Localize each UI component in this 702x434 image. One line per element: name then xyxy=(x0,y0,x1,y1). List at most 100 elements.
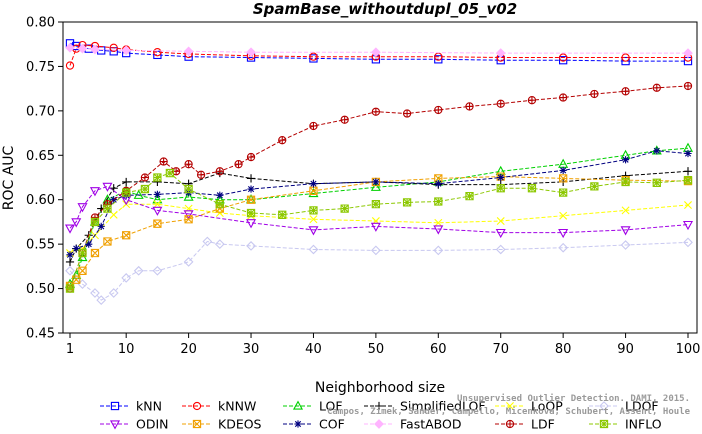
watermark-line-1: Unsupervised Outlier Detection. DAMI, 20… xyxy=(457,393,690,404)
y-tick-label: 0.45 xyxy=(26,327,55,342)
legend: kNN kNNW LOF SimplifiedLOF LoOP LDOF ODIN KDEOS… xyxy=(100,399,662,432)
data-point-inflo xyxy=(496,184,505,193)
data-point-cof xyxy=(653,147,661,155)
data-point-ldf xyxy=(683,81,693,91)
legend-label: INFLO xyxy=(625,417,662,432)
series-line-odin xyxy=(69,185,689,234)
data-point-cof xyxy=(247,185,255,193)
data-point-fastabod xyxy=(90,44,100,55)
x-tick-label: 60 xyxy=(430,342,447,357)
legend-label: LoOP xyxy=(531,399,563,414)
data-point-ldof xyxy=(558,242,569,253)
data-point-inflo xyxy=(371,200,381,209)
chart-title: SpamBase_withoutdupl_05_v02 xyxy=(253,0,517,18)
legend-entry-odin: ODIN xyxy=(100,417,169,432)
y-tick-label: 0.55 xyxy=(26,238,55,253)
watermark-line-2: Campos, Zimek, Sander, Campello, Micenko… xyxy=(327,406,691,417)
series-fastabod xyxy=(65,42,693,58)
data-point-cof xyxy=(497,173,505,182)
x-tick-label: 50 xyxy=(368,342,385,357)
data-point-cof xyxy=(684,149,692,158)
data-point-fastabod xyxy=(683,48,693,58)
data-point-ldf xyxy=(340,115,349,124)
legend-marker xyxy=(192,419,202,429)
data-point-cof xyxy=(66,251,74,259)
data-point-loop xyxy=(684,201,692,210)
data-point-odin xyxy=(71,218,82,228)
data-point-odin xyxy=(308,226,319,236)
legend-entry-knnw: kNNW xyxy=(182,399,256,414)
data-point-cof xyxy=(97,222,105,230)
legend-entry-lof: LOF xyxy=(283,399,343,414)
data-point-ldf xyxy=(434,105,443,115)
series-ldof xyxy=(65,236,693,306)
y-axis: 0.45 0.50 0.55 0.60 0.65 0.70 0.75 0.80 xyxy=(26,16,63,342)
data-point-odin xyxy=(682,220,694,231)
data-point-inflo xyxy=(309,206,318,215)
data-point-ldf xyxy=(184,160,193,169)
data-point-knn xyxy=(621,56,630,66)
data-point-knn xyxy=(559,56,568,65)
data-point-fastabod xyxy=(495,48,506,58)
data-point-inflo xyxy=(90,217,100,227)
series-line-knnw xyxy=(69,44,688,66)
data-point-ldof xyxy=(96,295,107,306)
data-point-lof xyxy=(152,194,163,204)
legend-label: COF xyxy=(319,417,345,432)
legend-entry-cof: COF xyxy=(283,417,345,432)
series-layer xyxy=(64,39,694,306)
x-tick-label: 20 xyxy=(180,342,197,357)
data-point-knnw xyxy=(621,53,630,62)
data-point-inflo xyxy=(278,210,287,219)
data-point-cof xyxy=(72,244,80,253)
x-tick-label: 40 xyxy=(305,342,322,357)
data-point-inflo xyxy=(140,184,150,194)
data-point-ldf xyxy=(496,99,505,108)
legend-entry-inflo: INFLO xyxy=(589,417,662,432)
y-tick-label: 0.65 xyxy=(26,149,55,164)
data-point-knnw xyxy=(109,43,118,52)
data-point-ldof xyxy=(308,244,319,255)
legend-entry-kdeos: KDEOS xyxy=(182,417,262,432)
data-point-ldf xyxy=(159,157,168,166)
series-line-lof xyxy=(69,147,689,285)
legend-entry-ldf: LDF xyxy=(495,417,555,432)
data-point-ldof xyxy=(246,241,256,251)
data-point-ldof xyxy=(433,245,444,256)
legend-label: kNNW xyxy=(218,399,256,414)
data-point-odin xyxy=(370,222,381,232)
data-point-ldf xyxy=(234,160,243,169)
data-point-ldof xyxy=(183,257,194,267)
data-point-inflo xyxy=(103,204,112,213)
legend-label: SimplifiedLOF xyxy=(400,399,486,414)
data-point-odin xyxy=(64,224,76,234)
data-point-ldof xyxy=(65,265,75,276)
data-point-loop xyxy=(496,217,505,226)
data-point-ldf xyxy=(559,93,568,102)
data-point-lof xyxy=(370,181,381,191)
legend-marker xyxy=(374,401,384,411)
data-point-simplifiedlof xyxy=(683,167,693,176)
legend-marker xyxy=(294,420,302,428)
data-point-inflo xyxy=(78,248,87,258)
series-line-cof xyxy=(69,150,689,256)
data-point-inflo xyxy=(465,192,474,201)
legend-marker xyxy=(506,402,514,410)
data-point-ldf xyxy=(309,121,318,131)
data-point-cof xyxy=(621,156,630,164)
data-point-odin xyxy=(89,187,100,197)
data-point-ldof xyxy=(121,273,132,283)
data-point-ldof xyxy=(202,236,213,247)
data-point-cof xyxy=(216,191,224,199)
legend-entry-simplifiedlof: SimplifiedLOF xyxy=(364,399,486,414)
x-tick-label: 70 xyxy=(492,342,509,357)
data-point-ldof xyxy=(683,237,693,248)
legend-marker xyxy=(599,401,609,411)
data-point-kdeos xyxy=(103,237,112,246)
data-point-odin xyxy=(620,226,631,236)
legend-entry-ldof: LDOF xyxy=(589,399,659,414)
data-point-ldf xyxy=(652,83,661,92)
data-point-loop xyxy=(434,218,443,227)
y-tick-label: 0.75 xyxy=(26,60,55,75)
data-point-ldf xyxy=(246,152,256,162)
